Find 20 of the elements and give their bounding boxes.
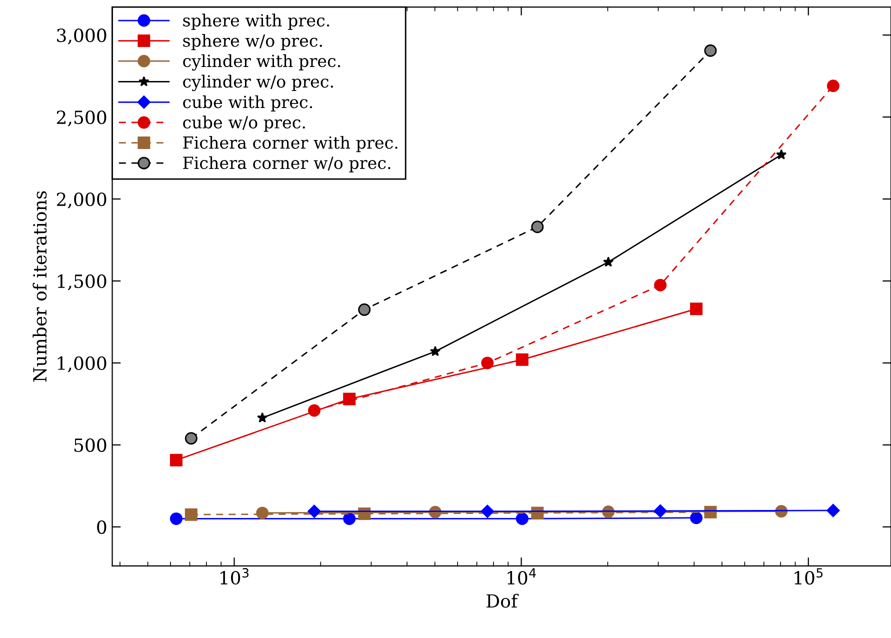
- legend-label: cylinder with prec.: [183, 54, 340, 71]
- legend-label: sphere with prec.: [183, 14, 330, 30]
- y-tick-label: 1,500: [58, 274, 106, 290]
- y-tick-label: 500: [74, 438, 106, 452]
- legend-label: cube with prec.: [183, 95, 312, 112]
- legend-label: cube w/o prec.: [183, 116, 305, 132]
- y-axis-title: Number of iterations: [32, 191, 47, 382]
- y-tick-label: 2,000: [56, 192, 106, 208]
- x-tick-label: 10$^{4}$: [508, 568, 536, 585]
- x-axis-title: Dof: [486, 594, 519, 608]
- y-tick-label: 3,000: [57, 28, 106, 44]
- y-tick-label: 1,000: [58, 356, 106, 372]
- y-tick-label: 0: [97, 520, 106, 534]
- y-tick-label: 2,500: [56, 110, 106, 126]
- legend-label: cylinder w/o prec.: [183, 74, 333, 92]
- legend-label: sphere w/o prec.: [183, 34, 322, 50]
- legend-label: Fichera corner w/o prec.: [183, 156, 390, 172]
- x-tick-label: 10$^{3}$: [220, 568, 249, 585]
- x-tick-label: 10$^{5}$: [794, 568, 823, 585]
- legend-label: Fichera corner with prec.: [183, 136, 398, 152]
